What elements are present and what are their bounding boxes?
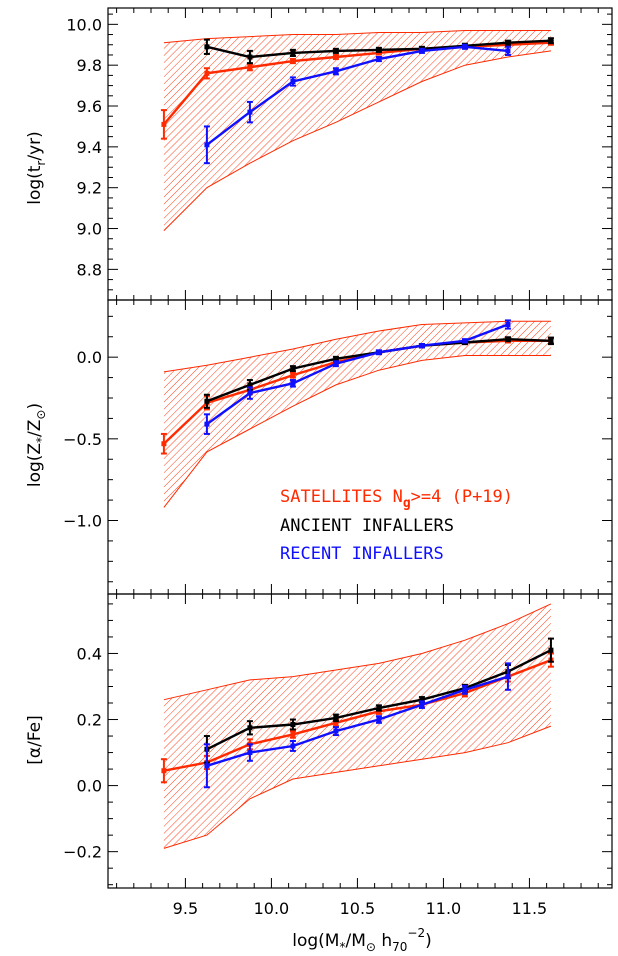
point-satellites-2-4 (333, 720, 339, 726)
point-recent-0-5 (419, 48, 425, 54)
y-tick-label-2: −0.2 (63, 843, 102, 862)
point-recent-1-5 (419, 343, 425, 349)
point-ancient-0-2 (290, 50, 296, 56)
legend-ancient: ANCIENT INFALLERS (280, 516, 454, 536)
y-tick-label-0: 9.2 (77, 179, 102, 198)
legend-satellites: SATELLITES Ng>=4 (P+19) (280, 487, 513, 511)
y-tick-label-1: −1.0 (63, 512, 102, 531)
x-axis-label: log(M*/M⊙ h70−2) (292, 926, 432, 954)
point-ancient-2-5 (419, 697, 425, 703)
point-ancient-1-2 (290, 366, 296, 372)
scatter-band-1 (163, 321, 551, 508)
x-tick-label: 11.5 (512, 899, 548, 918)
x-tick-label: 10.5 (340, 899, 376, 918)
point-satellites-1-0 (161, 441, 167, 447)
point-recent-0-4 (376, 56, 382, 62)
point-recent-0-7 (505, 48, 511, 54)
y-tick-label-0: 8.8 (77, 260, 102, 279)
band-lower-edge-2 (163, 725, 552, 849)
y-tick-label-0: 9.4 (77, 138, 102, 157)
y-tick-label-2: 0.0 (77, 777, 102, 796)
x-tick-label: 9.5 (173, 899, 198, 918)
y-tick-label-0: 9.0 (77, 220, 102, 239)
legend-recent: RECENT INFALLERS (280, 544, 444, 564)
series-line-recent-2 (206, 675, 509, 767)
panel-2: −0.2 0.0 0.2 0.4 (63, 593, 613, 889)
point-ancient-1-3 (333, 356, 339, 362)
point-recent-1-2 (290, 380, 296, 386)
point-ancient-1-8 (548, 338, 554, 344)
point-ancient-0-0 (204, 44, 210, 50)
point-satellites-0-0 (161, 121, 167, 127)
panel-0: 8.8 9.0 9.2 9.4 9.6 9.8 10.0 (66, 7, 613, 301)
y-axis-label-alpha-fe: [α/Fe] (25, 715, 45, 765)
y-axis-label-age: log(tr/yr) (25, 131, 48, 205)
point-recent-1-1 (247, 390, 253, 396)
point-satellites-0-2 (247, 64, 253, 70)
band-lower-edge-1 (163, 355, 551, 508)
x-tick-label: 11.0 (426, 899, 462, 918)
point-ancient-1-7 (505, 336, 511, 342)
y-tick-label-1: 0.0 (77, 348, 102, 367)
point-recent-1-3 (333, 361, 339, 367)
point-recent-2-5 (419, 702, 425, 708)
point-ancient-2-8 (548, 647, 554, 653)
point-recent-0-2 (290, 79, 296, 85)
scatter-band-0 (163, 30, 551, 231)
panel-1: −1.0 −0.5 0.0 (63, 299, 613, 595)
series-line-satellites-2 (163, 658, 552, 772)
point-satellites-0-1 (204, 70, 210, 76)
point-satellites-0-4 (333, 54, 339, 60)
point-recent-2-7 (505, 674, 511, 680)
point-satellites-1-3 (290, 372, 296, 378)
point-recent-0-6 (462, 44, 468, 50)
y-tick-label-0: 9.8 (77, 56, 102, 75)
point-satellites-2-0 (161, 768, 167, 774)
point-recent-2-0 (204, 763, 210, 769)
band-upper-edge-2 (163, 603, 552, 701)
y-tick-label-0: 10.0 (66, 15, 102, 34)
point-recent-0-1 (247, 109, 253, 115)
y-tick-label-0: 9.6 (77, 97, 102, 116)
series-line-satellites-0 (162, 41, 551, 126)
point-recent-1-6 (462, 338, 468, 344)
point-recent-2-2 (290, 743, 296, 749)
point-ancient-2-1 (247, 725, 253, 731)
y-tick-label-1: −0.5 (63, 430, 102, 449)
panel-frame-2 (107, 593, 613, 889)
point-ancient-0-7 (505, 40, 511, 46)
point-ancient-1-1 (247, 382, 253, 388)
point-recent-2-3 (333, 728, 339, 734)
y-tick-label-2: 0.4 (77, 644, 102, 663)
point-recent-1-7 (505, 322, 511, 327)
x-tick-label: 10.0 (254, 899, 290, 918)
point-recent-2-1 (247, 750, 253, 756)
y-axis-label-metallicity: log(Z*/Z⊙) (25, 403, 48, 487)
point-ancient-0-3 (333, 48, 339, 54)
y-tick-label-2: 0.2 (77, 711, 102, 730)
point-ancient-2-2 (290, 721, 296, 727)
point-ancient-2-4 (376, 705, 382, 711)
point-recent-0-0 (204, 142, 210, 148)
band-upper-edge-0 (163, 30, 551, 44)
point-ancient-0-8 (548, 38, 554, 44)
series-line-recent-0 (206, 45, 509, 146)
point-ancient-0-1 (247, 54, 253, 60)
point-recent-1-4 (376, 349, 382, 355)
point-ancient-2-3 (333, 715, 339, 721)
band-lower-edge-0 (163, 50, 551, 231)
point-satellites-0-5 (376, 50, 382, 56)
point-recent-2-6 (462, 687, 468, 693)
point-ancient-0-4 (376, 47, 382, 53)
point-satellites-2-3 (290, 731, 296, 737)
point-recent-2-4 (376, 717, 382, 723)
point-satellites-0-3 (290, 58, 296, 64)
point-recent-0-3 (333, 68, 339, 74)
point-recent-1-0 (204, 421, 210, 427)
point-ancient-1-0 (204, 398, 210, 404)
series-line-recent-1 (206, 323, 509, 426)
band-upper-edge-1 (163, 320, 551, 373)
